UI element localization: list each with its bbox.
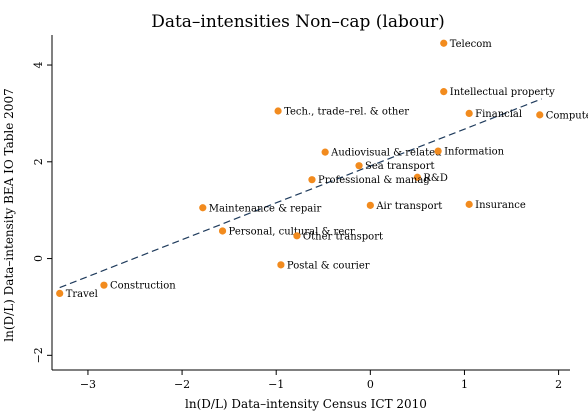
data-point — [293, 232, 301, 240]
point-label: Insurance — [475, 200, 526, 211]
data-point — [277, 261, 285, 269]
data-point — [440, 88, 448, 96]
data-point — [465, 200, 473, 208]
data-point — [100, 281, 108, 289]
point-label: Financial — [475, 109, 522, 120]
data-point — [308, 176, 316, 184]
x-tick-label: 0 — [367, 378, 374, 391]
data-point — [274, 107, 282, 115]
x-ticks: −3 −2 −1 0 1 2 — [80, 370, 562, 391]
data-point — [199, 204, 207, 212]
point-label: Postal & courier — [287, 260, 370, 271]
point-label: Other transport — [303, 231, 383, 242]
point-label: Professional & manag — [318, 175, 430, 186]
x-tick-label: 1 — [461, 378, 468, 391]
data-point — [218, 227, 227, 235]
point-label: R&D — [423, 173, 447, 184]
point-label: Intellectual property — [450, 87, 555, 98]
chart-title: Data–intensities Non–cap (labour) — [151, 12, 445, 32]
data-point — [440, 39, 448, 47]
x-tick-label: −1 — [268, 378, 284, 391]
point-label: Sea transport — [365, 161, 434, 172]
y-tick-label: −2 — [32, 347, 45, 363]
point-label: Construction — [110, 281, 176, 292]
point-label: Telecom — [450, 39, 493, 50]
point-label: Information — [444, 147, 505, 158]
y-tick-label: 4 — [32, 62, 45, 69]
y-axis-label: ln(D/L) Data–intensity BEA IO Table 2007 — [2, 88, 16, 341]
y-tick-label: 0 — [32, 255, 45, 262]
point-label: Travel — [66, 289, 98, 300]
data-point — [413, 173, 421, 181]
point-label: Maintenance & repair — [209, 203, 322, 214]
x-axis-label: ln(D/L) Data–intensity Census ICT 2010 — [185, 397, 427, 411]
data-point — [434, 147, 442, 155]
data-point — [321, 148, 329, 156]
y-ticks: −2 0 2 4 — [32, 62, 52, 363]
point-label: Computer — [546, 110, 588, 121]
point-label: Audiovisual & related — [330, 148, 442, 159]
point-label: Personal, cultural & recr — [229, 226, 355, 237]
fit-line — [59, 98, 542, 289]
data-point — [465, 109, 473, 118]
x-tick-label: 2 — [555, 378, 562, 391]
data-points: Telecom Intellectual property Financial Com… — [56, 39, 588, 300]
data-point — [536, 111, 544, 119]
point-label: Tech., trade–rel. & other — [284, 106, 409, 117]
point-label: Air transport — [375, 201, 442, 212]
data-point — [366, 201, 374, 209]
data-point — [56, 289, 64, 297]
y-tick-label: 2 — [32, 158, 45, 165]
x-tick-label: −2 — [174, 378, 190, 391]
x-tick-label: −3 — [80, 378, 96, 391]
data-point — [355, 162, 363, 170]
